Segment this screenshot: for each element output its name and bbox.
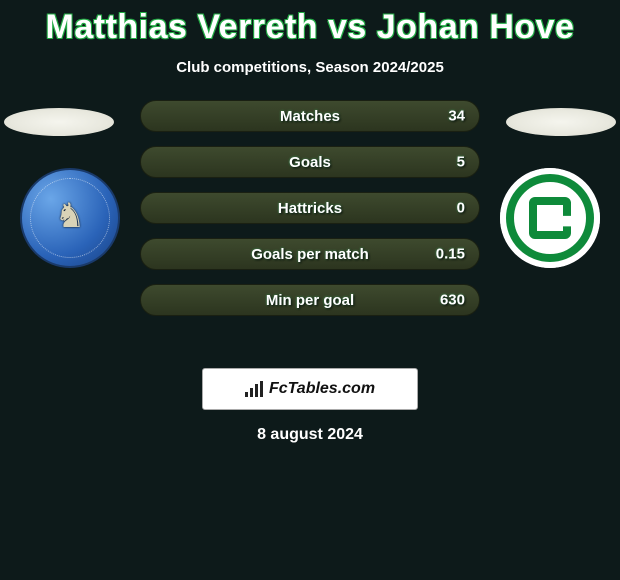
date-stamp: 8 august 2024	[0, 426, 620, 444]
stat-value-right: 5	[457, 154, 465, 171]
brand-text: FcTables.com	[269, 380, 375, 398]
stat-pill-list: Matches 34 Goals 5 Hattricks 0 Goals per…	[140, 100, 480, 330]
stat-value-right: 0	[457, 200, 465, 217]
stat-label: Goals per match	[251, 246, 369, 263]
club-badge-right	[500, 168, 600, 268]
comparison-stage: ♞ Matches 34 Goals 5 Hattricks 0 Goals p…	[0, 100, 620, 350]
right-ellipse-deco	[506, 108, 616, 136]
lion-icon: ♞	[55, 196, 85, 236]
stat-label: Matches	[280, 108, 340, 125]
brand-card[interactable]: FcTables.com	[202, 368, 418, 410]
stat-row: Min per goal 630	[140, 284, 480, 316]
stat-value-right: 34	[448, 108, 465, 125]
subtitle: Club competitions, Season 2024/2025	[0, 59, 620, 76]
stat-label: Min per goal	[266, 292, 354, 309]
club-badge-left: ♞	[20, 168, 120, 268]
stat-value-right: 630	[440, 292, 465, 309]
bars-icon	[245, 381, 263, 397]
stat-row: Goals 5	[140, 146, 480, 178]
page-title: Matthias Verreth vs Johan Hove	[0, 0, 620, 47]
stat-row: Hattricks 0	[140, 192, 480, 224]
stat-row: Matches 34	[140, 100, 480, 132]
stat-value-right: 0.15	[436, 246, 465, 263]
left-ellipse-deco	[4, 108, 114, 136]
stat-label: Goals	[289, 154, 331, 171]
stat-label: Hattricks	[278, 200, 342, 217]
stat-row: Goals per match 0.15	[140, 238, 480, 270]
